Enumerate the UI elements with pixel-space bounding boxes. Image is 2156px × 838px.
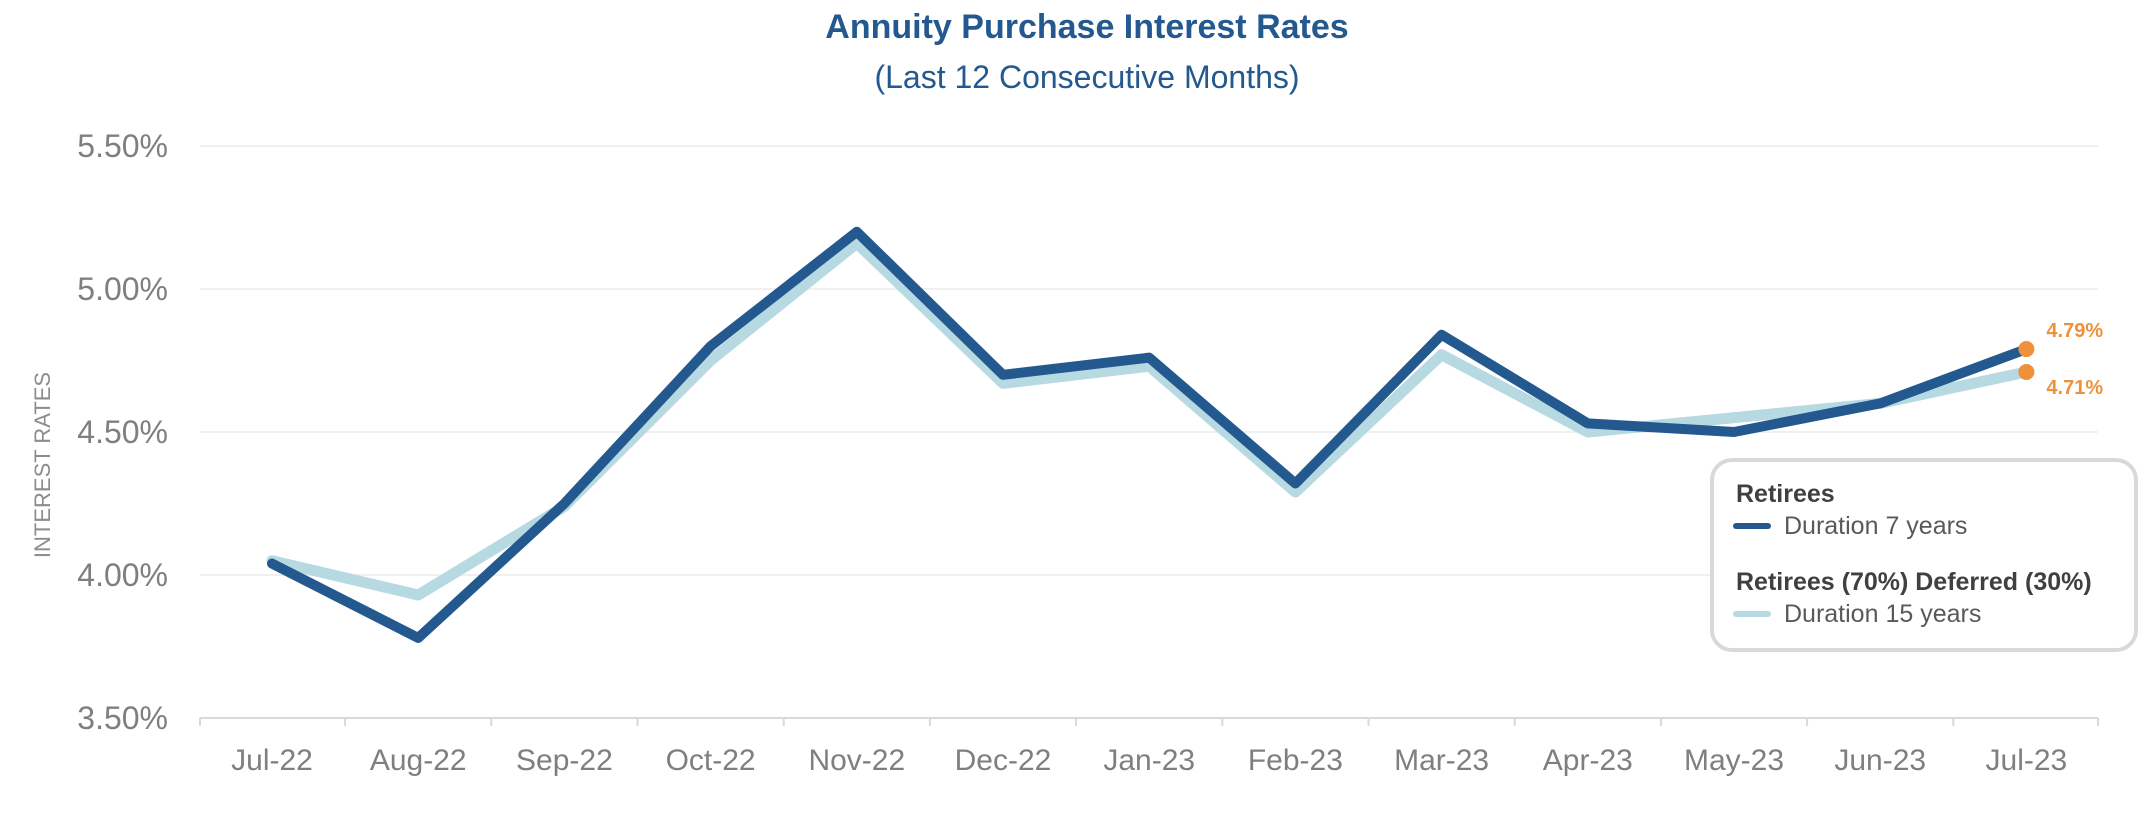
y-tick-label: 5.00% [77, 271, 168, 307]
legend-label-duration-7: Duration 7 years [1784, 512, 1967, 540]
x-tick-label: Oct-22 [666, 744, 756, 777]
x-tick-label: Mar-23 [1394, 744, 1489, 777]
end-point-marker [2018, 363, 2035, 380]
legend-label-duration-15: Duration 15 years [1784, 600, 1981, 628]
y-tick-label: 5.50% [77, 128, 168, 164]
x-tick-label: May-23 [1684, 744, 1784, 777]
end-markers: 4.79% 4.71% [2018, 320, 2103, 399]
x-tick-label: Apr-23 [1543, 744, 1633, 777]
x-tick-label: Aug-22 [370, 744, 467, 777]
x-tick-label: Jul-23 [1986, 744, 2068, 777]
y-axis-label: INTEREST RATES [30, 372, 55, 558]
x-tick-label: Dec-22 [955, 744, 1052, 777]
series-line-duration-7 [267, 226, 2032, 643]
end-value-label: 4.71% [2046, 377, 2103, 399]
x-tick-label: Feb-23 [1248, 744, 1343, 777]
chart-title: Annuity Purchase Interest Rates [825, 8, 1348, 46]
x-tick-label: Sep-22 [516, 744, 613, 777]
x-tick-label: Jun-23 [1834, 744, 1926, 777]
y-axis-ticks: 3.50% 4.00% 4.50% 5.00% 5.50% [77, 128, 168, 736]
legend-group-retirees: Retirees [1736, 480, 1835, 508]
x-tick-label: Jan-23 [1103, 744, 1195, 777]
end-point-marker [2018, 341, 2035, 358]
x-axis-ticks: Jul-22 Aug-22 Sep-22 Oct-22 Nov-22 Dec-22 Jan-… [199, 718, 2099, 777]
legend-box [1710, 458, 2138, 652]
legend-group-retirees-deferred: Retirees (70%) Deferred (30%) [1736, 568, 2092, 596]
chart-subtitle: (Last 12 Consecutive Months) [874, 59, 1299, 95]
y-tick-label: 4.50% [77, 414, 168, 450]
gridlines [200, 145, 2098, 719]
x-tick-label: Nov-22 [808, 744, 905, 777]
end-value-label: 4.79% [2046, 320, 2103, 342]
y-tick-label: 4.00% [77, 557, 168, 593]
y-tick-label: 3.50% [77, 700, 168, 736]
legend: Retirees Duration 7 years Retirees (70%)… [1710, 458, 2138, 652]
x-tick-label: Jul-22 [231, 744, 313, 777]
series-lines [266, 226, 2032, 643]
